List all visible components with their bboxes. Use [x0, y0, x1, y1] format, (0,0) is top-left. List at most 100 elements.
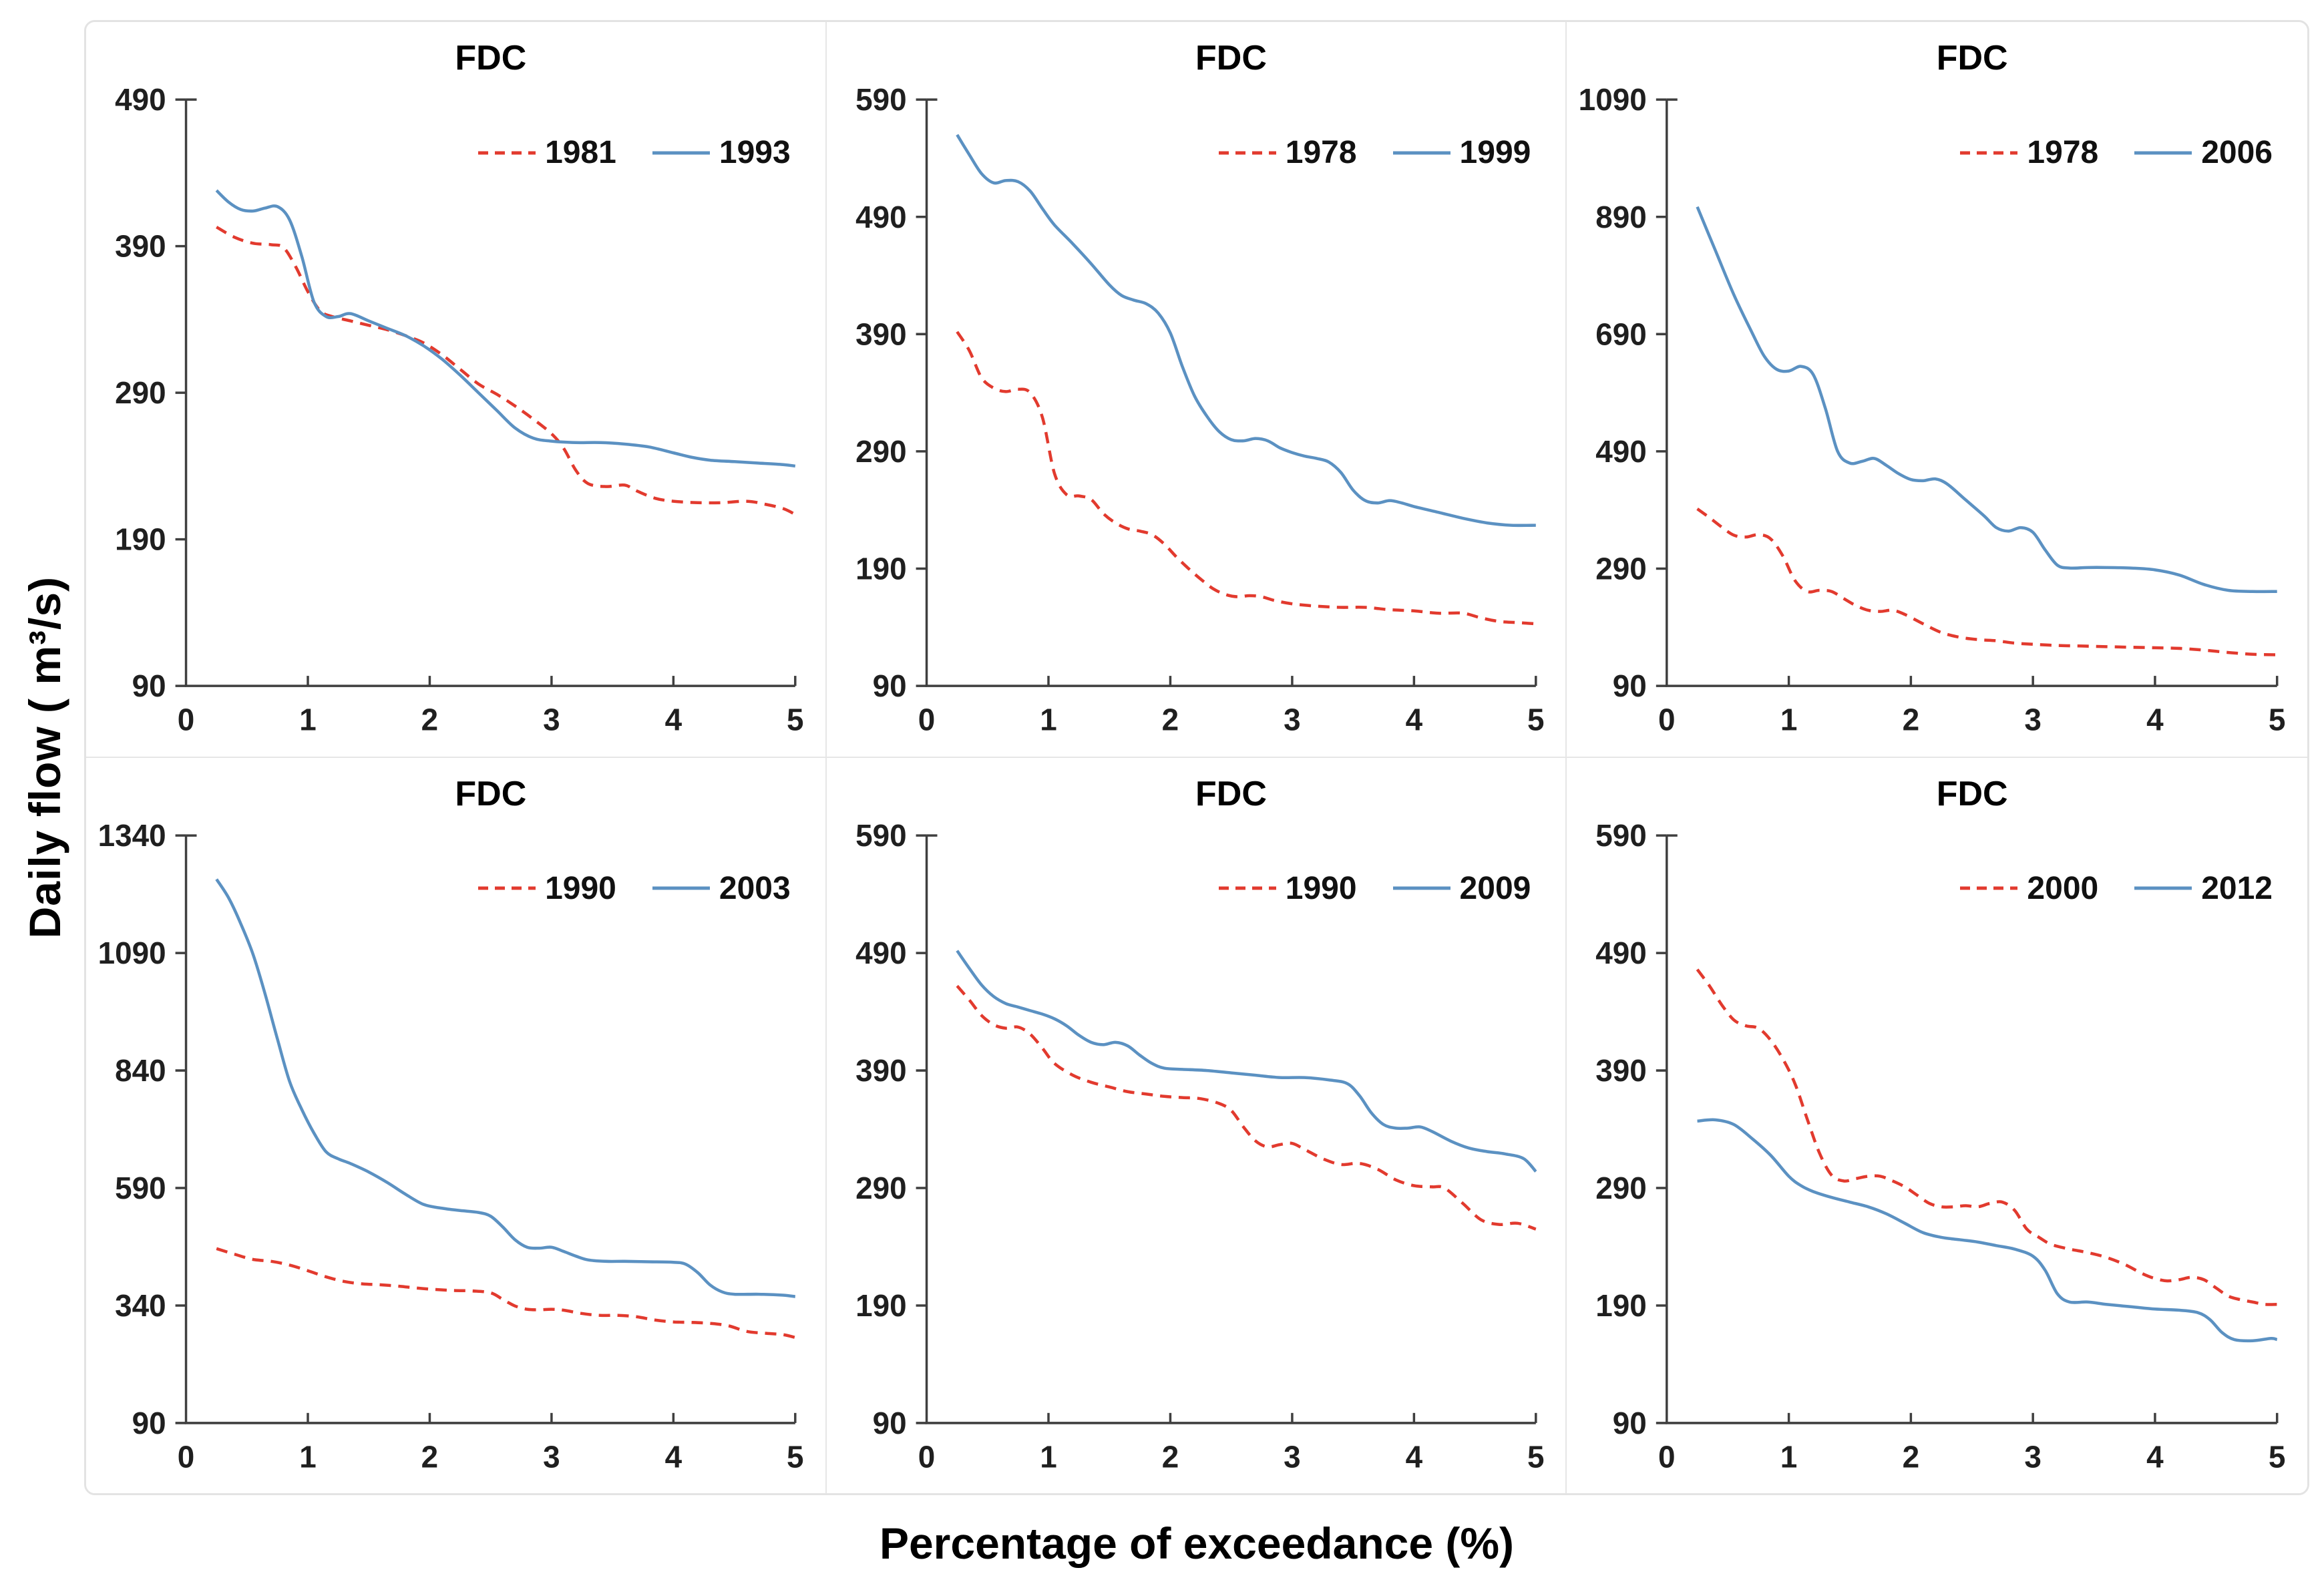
x-tick-label: 4	[1405, 702, 1422, 737]
y-tick-label: 490	[115, 82, 166, 117]
y-tick-label: 90	[1613, 1405, 1647, 1440]
y-tick-label: 290	[1596, 1170, 1648, 1205]
x-tick-label: 4	[2146, 1439, 2164, 1474]
legend-label: 2003	[719, 870, 791, 906]
axis-lines	[184, 100, 795, 687]
panel-title: FDC	[1195, 39, 1267, 77]
legend-label: 1978	[2027, 135, 2099, 170]
x-tick-label: 1	[1040, 702, 1057, 737]
y-tick-label: 90	[1613, 668, 1647, 703]
axis-lines	[925, 100, 1536, 687]
panel-title: FDC	[1936, 774, 2008, 813]
fdc-line-chart: 90 290 490 690 890 1090 0 1 2 3 4 5	[1579, 82, 2286, 737]
y-tick-label: 1090	[1579, 82, 1647, 117]
legend-label: 1978	[1285, 135, 1357, 170]
legend-item: 1993	[651, 134, 791, 171]
panel-title: FDC	[1195, 774, 1267, 813]
series-line-1990	[956, 984, 1537, 1231]
y-tick-label: 190	[115, 522, 166, 557]
y-tick-label: 190	[855, 1287, 907, 1322]
y-tick-label: 490	[1596, 434, 1648, 469]
axis-lines	[1666, 100, 2278, 687]
legend-item: 1990	[1217, 870, 1357, 907]
y-axis-label-area: Daily flow ( m³/s)	[5, 20, 84, 1495]
x-tick-label: 5	[1527, 702, 1545, 737]
y-tick-label: 90	[872, 668, 906, 703]
legend-label: 2012	[2201, 870, 2273, 906]
legend-label: 2006	[2201, 135, 2273, 170]
dashed-line-swatch-icon	[1218, 151, 1276, 154]
solid-line-swatch-icon	[652, 886, 710, 890]
legend-label: 1981	[545, 135, 616, 170]
x-tick-label: 1	[1780, 702, 1798, 737]
y-tick-label: 190	[855, 551, 907, 586]
y-tick-label: 90	[872, 1405, 906, 1440]
x-tick-label: 3	[543, 1439, 560, 1474]
panel-legend: 1990 2009	[1217, 870, 1531, 907]
legend-label: 1999	[1459, 135, 1531, 170]
x-tick-label: 1	[1040, 1439, 1057, 1474]
y-tick-label: 890	[1596, 200, 1648, 234]
x-tick-label: 2	[1161, 1439, 1179, 1474]
series-line-1978	[955, 331, 1536, 626]
y-tick-label: 590	[855, 82, 907, 117]
solid-line-swatch-icon	[2134, 886, 2192, 890]
x-tick-label: 2	[421, 1439, 439, 1474]
legend-item: 2012	[2133, 870, 2273, 907]
legend-item: 2000	[1959, 870, 2098, 907]
fdc-panel-grid: FDC 1981 1993 90 190 290 390 490 0 1 2 3 4 5 FDC 1…	[84, 20, 2309, 1495]
y-tick-label: 590	[1596, 818, 1648, 853]
x-tick-label: 1	[1780, 1439, 1798, 1474]
series-line-1981	[216, 226, 796, 516]
series-line-2009	[956, 949, 1537, 1173]
axis-lines	[925, 835, 1536, 1424]
x-tick-label: 2	[1903, 702, 1920, 737]
x-tick-label: 5	[787, 1439, 804, 1474]
solid-line-swatch-icon	[1392, 886, 1450, 890]
y-tick-label: 90	[132, 668, 166, 703]
series-line-1990	[216, 1247, 796, 1339]
y-tick-label: 490	[855, 200, 907, 234]
x-tick-label: 3	[1284, 1439, 1301, 1474]
y-tick-label: 390	[115, 229, 166, 264]
y-tick-label: 390	[1596, 1053, 1648, 1088]
x-tick-label: 4	[2146, 702, 2164, 737]
x-tick-label: 0	[1658, 1439, 1676, 1474]
x-tick-label: 1	[299, 1439, 317, 1474]
y-tick-label: 290	[1596, 551, 1648, 586]
x-tick-label: 0	[918, 702, 935, 737]
legend-label: 2000	[2027, 870, 2099, 906]
fdc-panel-top-right: FDC 1978 2006 90 290 490 690 890 1090 0 1 2 3 4 5	[1567, 22, 2307, 758]
x-tick-label: 4	[665, 1439, 683, 1474]
y-tick-label: 190	[1596, 1287, 1648, 1322]
dashed-line-swatch-icon	[1218, 886, 1276, 890]
fdc-panel-bottom-right: FDC 2000 2012 90 190 290 390 490 590 0 1 2 3 4 5	[1567, 757, 2307, 1493]
x-tick-label: 5	[2269, 1439, 2286, 1474]
dashed-line-swatch-icon	[478, 886, 536, 890]
fdc-panel-bottom-middle: FDC 1990 2009 90 190 290 390 490 590 0 1 2 3 4 5	[826, 757, 1567, 1493]
y-tick-label: 590	[855, 818, 907, 853]
series-line-1993	[215, 189, 796, 468]
legend-item: 2003	[651, 870, 791, 907]
panel-legend: 1978 2006	[1959, 134, 2273, 171]
legend-item: 1978	[1959, 134, 2098, 171]
x-tick-label: 0	[1658, 702, 1676, 737]
solid-line-swatch-icon	[652, 151, 710, 154]
legend-label: 2009	[1459, 870, 1531, 906]
x-tick-label: 2	[421, 702, 439, 737]
x-tick-label: 5	[2269, 702, 2286, 737]
x-tick-label: 4	[665, 702, 683, 737]
series-line-2003	[215, 877, 796, 1298]
panel-title: FDC	[455, 774, 527, 813]
x-tick-label: 1	[299, 702, 317, 737]
y-tick-label: 290	[115, 375, 166, 410]
axis-lines	[1666, 835, 2278, 1424]
axis-lines	[184, 835, 795, 1424]
dashed-line-swatch-icon	[1960, 886, 2018, 890]
legend-item: 1981	[477, 134, 616, 171]
x-axis-label: Percentage of exceedance (%)	[879, 1519, 1515, 1568]
panel-legend: 1990 2003	[477, 870, 791, 907]
x-tick-label: 2	[1161, 702, 1179, 737]
series-line-1999	[955, 134, 1536, 528]
fdc-panel-top-middle: FDC 1978 1999 90 190 290 390 490 590 0 1 2 3 4 5	[826, 22, 1567, 758]
